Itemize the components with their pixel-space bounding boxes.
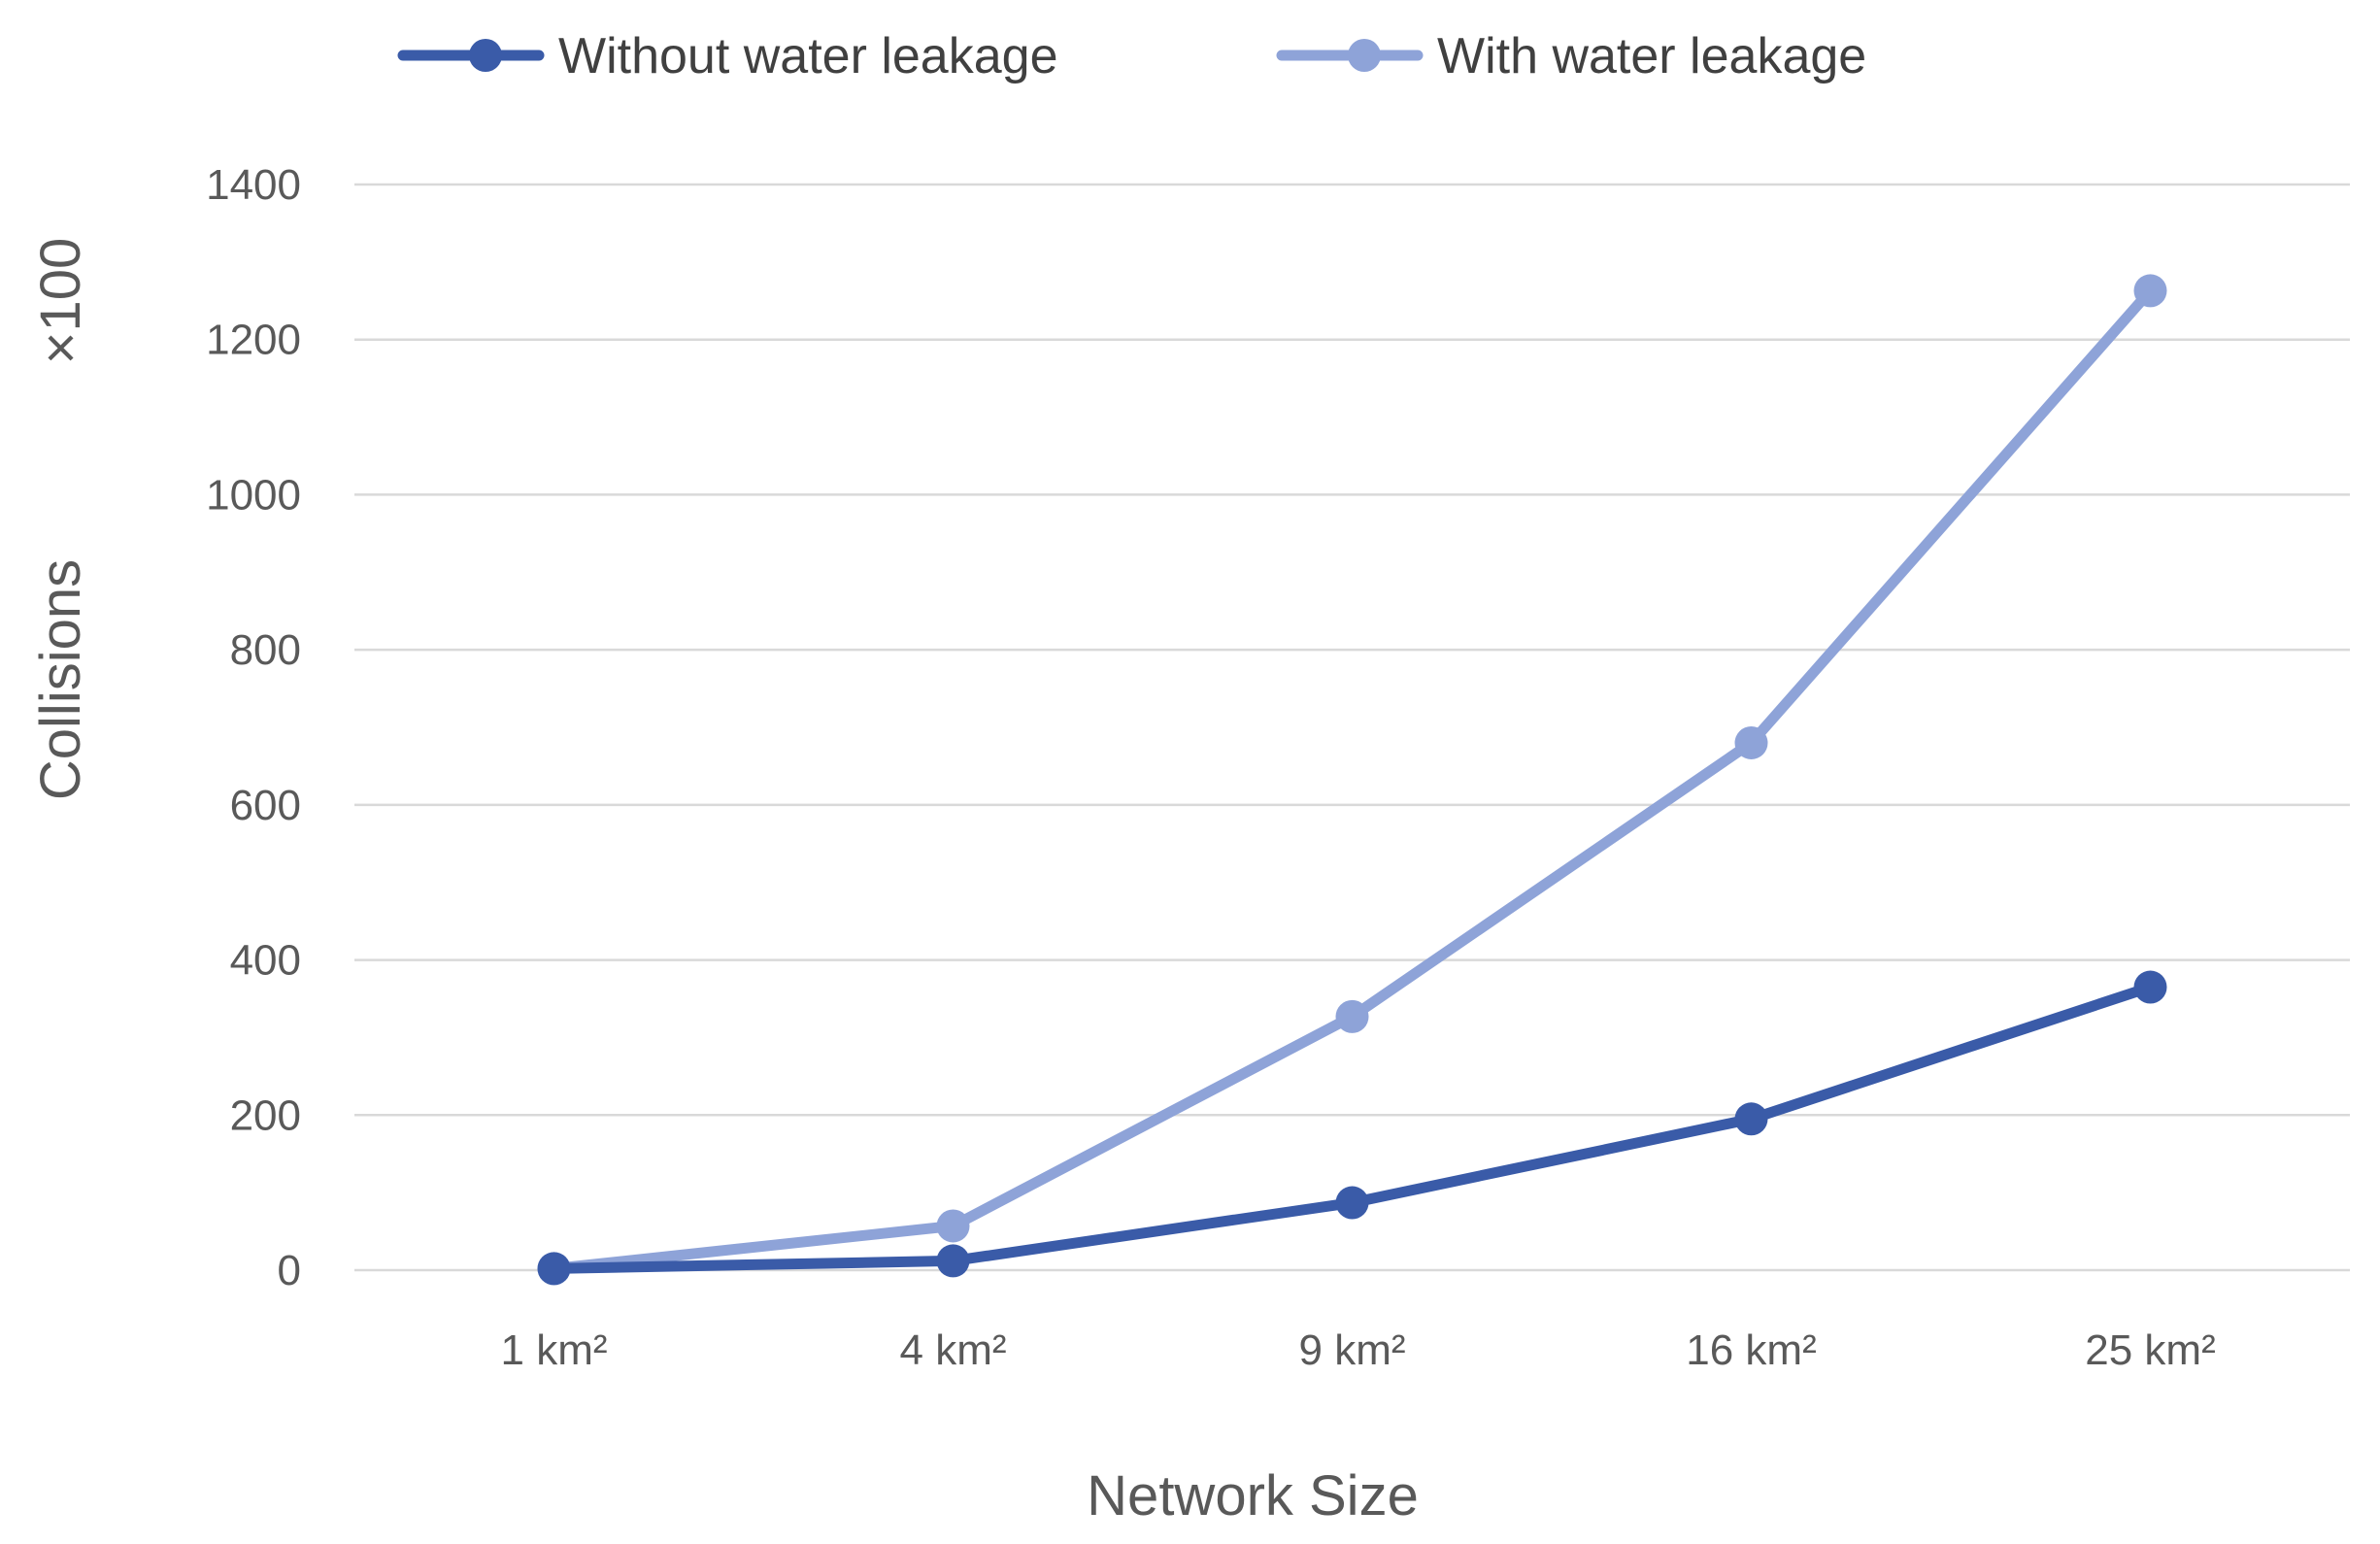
data-point <box>2133 274 2167 308</box>
y-axis-multiplier: ×100 <box>29 238 92 365</box>
x-axis-tick-labels: 1 km² 4 km² 9 km² 16 km² 25 km² <box>501 1326 2216 1374</box>
y-tick-label: 1000 <box>206 471 301 519</box>
legend-item: With water leakage <box>1276 28 1866 84</box>
legend-item: Without water leakage <box>397 28 1058 84</box>
y-axis-tick-labels: 0 200 400 600 800 1000 1200 1400 <box>206 161 301 1294</box>
data-point <box>1335 1186 1369 1220</box>
legend: Without water leakage With water leakage <box>397 28 1866 84</box>
series-group <box>537 274 2167 1286</box>
data-point <box>936 1209 970 1243</box>
x-tick-label: 25 km² <box>2085 1326 2215 1374</box>
series-1 <box>537 274 2167 1286</box>
data-point <box>936 1244 970 1278</box>
y-tick-label: 0 <box>278 1247 301 1294</box>
legend-marker <box>1348 39 1381 72</box>
x-tick-label: 4 km² <box>900 1326 1007 1374</box>
y-tick-label: 600 <box>230 782 301 829</box>
y-tick-label: 200 <box>230 1091 301 1139</box>
series-line <box>549 285 2156 1274</box>
x-tick-label: 1 km² <box>501 1326 608 1374</box>
data-point <box>1335 999 1369 1033</box>
y-tick-label: 1400 <box>206 161 301 209</box>
series-0 <box>537 970 2167 1286</box>
y-tick-label: 1200 <box>206 317 301 364</box>
x-tick-label: 9 km² <box>1299 1326 1406 1374</box>
x-axis-title: Network Size <box>1087 1464 1419 1527</box>
y-axis-title: Collisions <box>29 559 92 800</box>
legend-label: Without water leakage <box>558 28 1058 84</box>
x-tick-label: 16 km² <box>1686 1326 1816 1374</box>
legend-marker <box>469 39 502 72</box>
legend-label: With water leakage <box>1437 28 1866 84</box>
data-point <box>1734 1102 1768 1136</box>
data-point <box>537 1252 571 1286</box>
gridlines <box>354 183 2350 1272</box>
data-point <box>2133 970 2167 1004</box>
y-tick-label: 800 <box>230 626 301 674</box>
y-tick-label: 400 <box>230 937 301 985</box>
data-point <box>1734 725 1768 759</box>
